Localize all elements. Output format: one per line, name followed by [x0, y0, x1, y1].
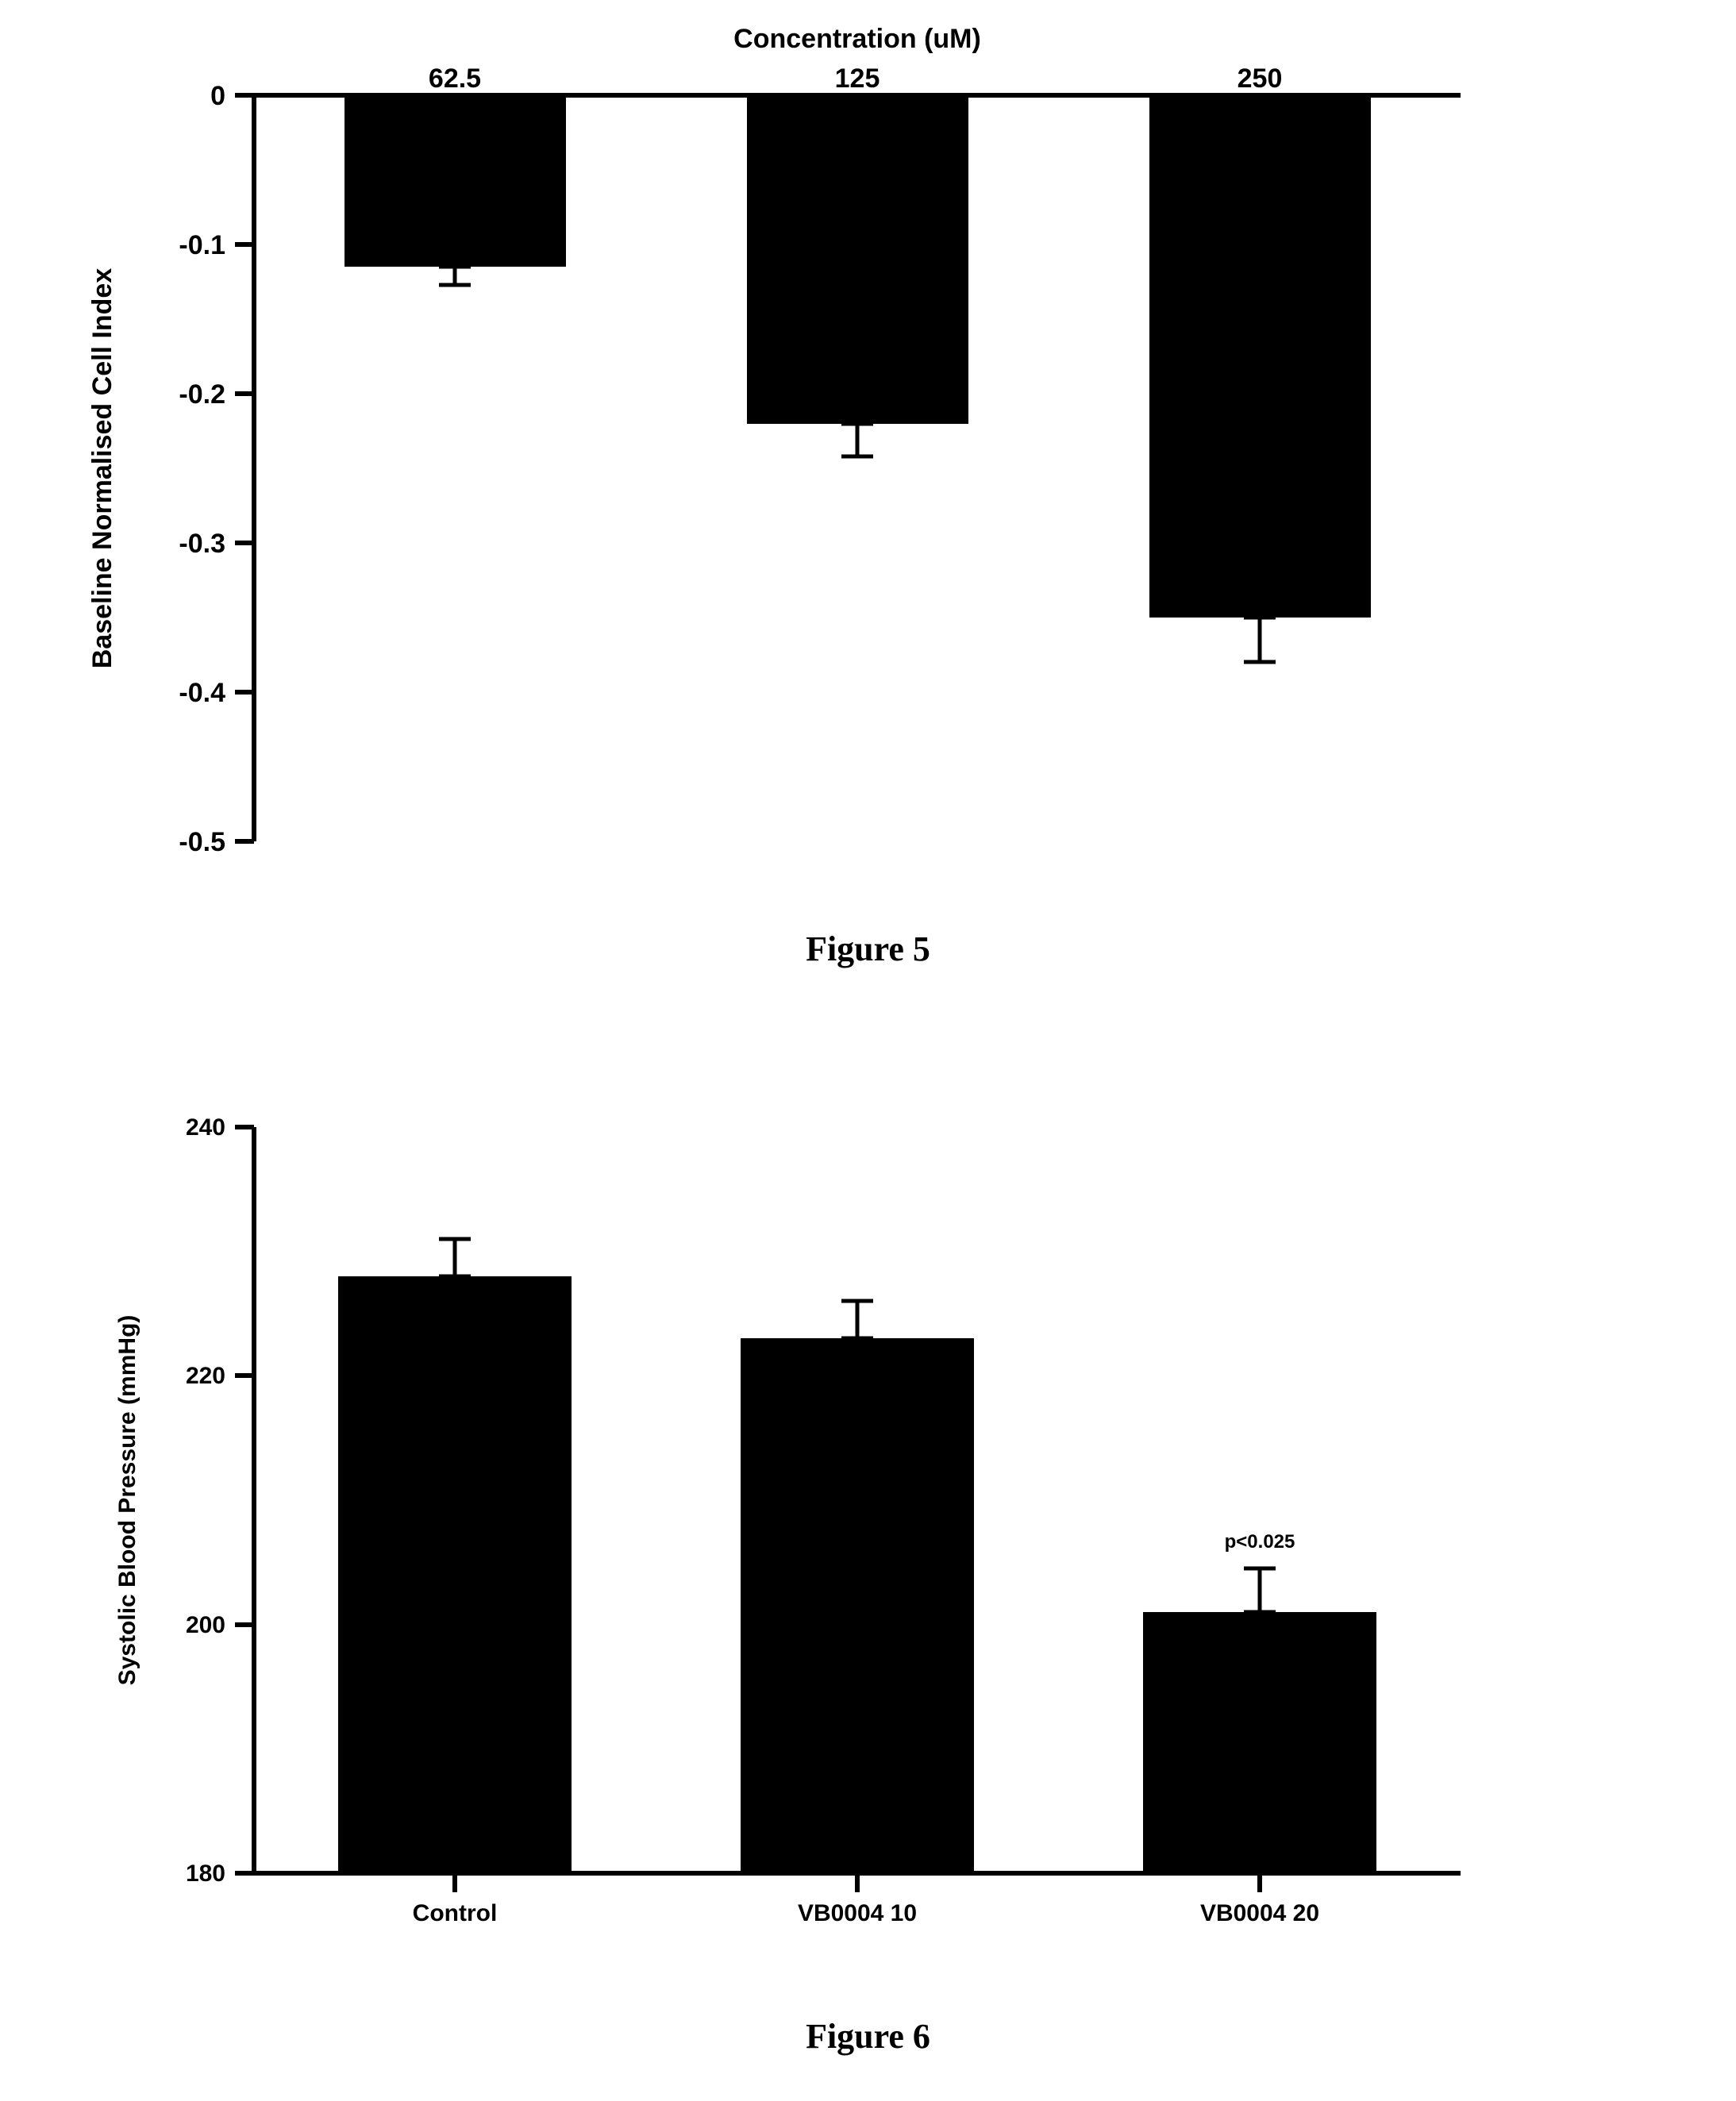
- fig6-ytick-1: 200: [186, 1612, 225, 1638]
- fig6-cat-0: Control: [413, 1900, 498, 1926]
- fig5-bar-0: [345, 95, 566, 267]
- fig6-ytick-2: 220: [186, 1363, 225, 1389]
- fig6-bar-0: [338, 1276, 572, 1873]
- fig6-ylabel: Systolic Blood Pressure (mmHg): [114, 1315, 140, 1686]
- figure6-chart: 240 220 200 180 Systolic Blood Pressure …: [0, 1040, 1736, 1992]
- figure5-chart: Concentration (uM) 62.5 125 250 0 -0.1 -…: [0, 0, 1736, 1000]
- fig5-bar-1: [747, 95, 968, 424]
- page: Concentration (uM) 62.5 125 250 0 -0.1 -…: [0, 0, 1736, 2101]
- fig5-ytick-1: -0.1: [179, 230, 225, 260]
- fig5-cat-0: 62.5: [429, 63, 481, 94]
- fig6-ytick-3: 240: [186, 1114, 225, 1141]
- fig6-cat-2: VB0004 20: [1200, 1900, 1319, 1926]
- fig5-ytick-3: -0.3: [179, 529, 225, 559]
- fig6-ytick-0: 180: [186, 1861, 225, 1887]
- fig5-cat-2: 250: [1238, 63, 1283, 94]
- fig6-bar-2: [1143, 1612, 1376, 1873]
- fig5-ytick-5: -0.5: [179, 827, 225, 857]
- figure5-caption: Figure 5: [0, 929, 1736, 969]
- fig5-bar-2: [1149, 95, 1371, 618]
- fig5-cat-1: 125: [835, 63, 880, 94]
- fig6-annotation-0: p<0.025: [1225, 1531, 1295, 1553]
- fig6-bar-1: [741, 1338, 974, 1873]
- fig5-xlabel: Concentration (uM): [733, 24, 981, 54]
- fig5-ytick-0: 0: [210, 81, 225, 111]
- figure6-caption: Figure 6: [0, 2016, 1736, 2057]
- fig5-ylabel: Baseline Normalised Cell Index: [87, 268, 117, 669]
- fig6-cat-1: VB0004 10: [798, 1900, 917, 1926]
- fig5-ytick-2: -0.2: [179, 379, 225, 410]
- fig5-ytick-4: -0.4: [179, 678, 225, 708]
